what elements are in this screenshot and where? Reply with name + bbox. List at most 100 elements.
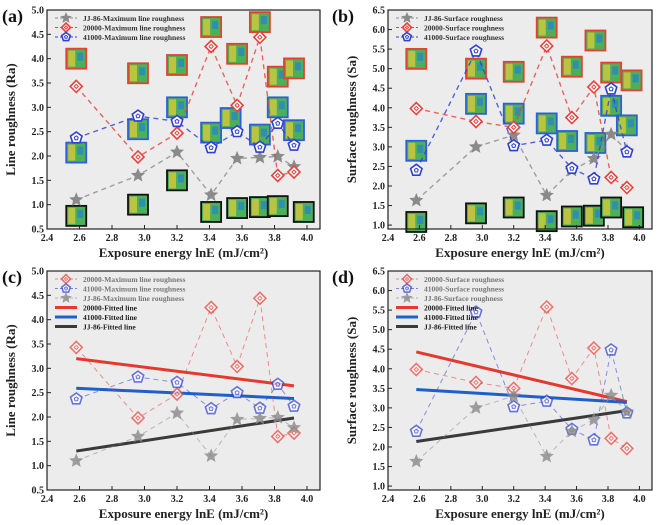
thumbnail-texture <box>203 203 211 220</box>
diamond-marker <box>69 340 84 355</box>
thumbnail-texture <box>596 34 603 43</box>
y-tick-label: 5.0 <box>32 267 45 278</box>
thumbnail-texture <box>260 128 267 137</box>
panel-a: 2.4 2.6 2.8 3.0 3.2 3.4 3.6 3.8 4.0 0.5 1.0 1.5 2.0 2… <box>0 0 330 262</box>
y-tick-label: 1.0 <box>32 461 45 472</box>
y-tick-label: 2.0 <box>373 442 386 453</box>
thumbnail-texture <box>278 200 285 209</box>
diamond-marker <box>564 371 579 386</box>
thumbnail-texture <box>477 97 483 106</box>
diamond-marker-inner <box>208 43 214 50</box>
x-tick-label: 2.8 <box>106 494 119 505</box>
series-line-p41000 <box>415 310 628 441</box>
pentagon-marker-inner <box>608 347 614 353</box>
x-tick-label: 3.0 <box>138 494 151 505</box>
y-tick-label: 4.5 <box>373 84 386 95</box>
thumbnail-texture <box>278 70 285 79</box>
diamond-marker-inner <box>473 118 479 125</box>
thumbnail-texture <box>169 172 176 189</box>
legend-item-fit41000: 41000-Fitted line <box>396 313 479 322</box>
thumbnail-texture <box>417 52 424 61</box>
thumbnail-texture <box>477 207 483 216</box>
diamond-marker <box>270 429 285 444</box>
x-tick-label: 3.2 <box>507 494 520 505</box>
y-tick-label: 3.0 <box>373 403 386 414</box>
y-tick-label: 1.0 <box>373 221 386 232</box>
star-marker <box>169 144 185 159</box>
pentagon-marker-inner <box>544 137 550 143</box>
thumbnail-texture <box>260 16 267 25</box>
thumbnail-texture <box>295 203 303 220</box>
pentagon-marker-inner <box>591 176 597 182</box>
x-axis-label: Exposure energy lnE (mJ/cm²) <box>99 506 268 521</box>
y-tick-label: 3.5 <box>32 79 45 90</box>
legend-label: 20000-Fitted line <box>83 304 138 313</box>
y-tick-label: 2.0 <box>373 181 386 192</box>
thumbnail-texture <box>169 56 176 73</box>
y-tick-label: 3.5 <box>32 340 45 351</box>
thumbnail-texture <box>547 21 554 30</box>
thumbnail-texture <box>77 146 84 155</box>
pentagon-marker <box>170 375 184 389</box>
thumbnail-texture <box>468 95 475 112</box>
thumbnail-texture <box>603 199 611 216</box>
star-marker <box>506 388 521 403</box>
x-tick-label: 3.4 <box>539 233 552 244</box>
thumbnail-texture <box>603 97 611 114</box>
pentagon-marker-inner <box>257 405 263 411</box>
afm-thumbnail-image <box>200 16 223 38</box>
y-tick-label: 3.5 <box>373 123 386 134</box>
thumbnail-texture <box>130 196 137 213</box>
diamond-marker <box>564 110 579 125</box>
y-tick-label: 3.5 <box>373 384 386 395</box>
panel-label: (c) <box>2 267 22 288</box>
x-tick-label: 3.0 <box>476 494 489 505</box>
x-tick-label: 3.8 <box>268 494 281 505</box>
legend-label: 41000-Fitted line <box>83 313 138 322</box>
pentagon-marker <box>131 370 145 383</box>
series-points-jj86 <box>409 387 634 468</box>
thumbnail-texture <box>618 117 626 134</box>
x-tick-label: 2.4 <box>382 494 395 505</box>
thumbnail-texture <box>229 200 237 217</box>
pentagon-marker-inner <box>73 135 79 141</box>
star-marker <box>252 411 267 425</box>
y-tick-label: 1.0 <box>32 200 45 211</box>
y-axis-label: Line roughness (Ra) <box>3 63 18 175</box>
legend-label: JJ-86-Maximum line roughness <box>83 294 184 303</box>
diamond-marker-inner <box>63 276 69 282</box>
afm-thumbnail-image <box>219 107 242 129</box>
thumbnail-texture <box>139 67 145 76</box>
x-tick-label: 4.0 <box>633 233 646 244</box>
diamond-marker-inner <box>591 84 597 90</box>
afm-thumbnail-image <box>405 139 428 162</box>
y-tick-label: 4.0 <box>32 54 45 65</box>
diamond-marker <box>229 359 245 374</box>
diamond-marker-inner <box>624 445 630 452</box>
afm-thumbnail-image <box>556 130 579 152</box>
x-tick-label: 4.0 <box>301 233 314 244</box>
legend-item-fit20000: 20000-Fitted line <box>55 304 138 313</box>
legend-item-fit41000: 41000-Fitted line <box>55 313 138 322</box>
diamond-marker <box>586 79 601 95</box>
legend-item-jj86: JJ-86-Surface roughness <box>396 12 503 23</box>
legend-label: 41000-Maximum line roughness <box>83 285 185 294</box>
pentagon-marker <box>204 140 218 154</box>
star-marker <box>130 168 146 182</box>
thumbnail-texture <box>634 211 641 220</box>
diamond-marker-inner <box>234 363 240 370</box>
x-tick-label: 3.6 <box>236 494 249 505</box>
pentagon-marker <box>170 114 184 128</box>
afm-thumbnail-image <box>226 42 249 65</box>
y-tick-label: 1.5 <box>32 437 45 448</box>
y-tick-label: 4.5 <box>373 345 386 356</box>
star-marker <box>69 453 84 467</box>
star-marker <box>619 404 634 418</box>
thumbnail-texture <box>417 144 424 153</box>
thumbnail-texture <box>587 32 595 49</box>
pentagon-marker-inner <box>413 167 419 173</box>
x-tick-label: 2.6 <box>73 494 86 505</box>
diamond-marker-inner <box>543 304 550 310</box>
diamond-marker <box>586 340 601 356</box>
star-marker <box>409 193 424 207</box>
